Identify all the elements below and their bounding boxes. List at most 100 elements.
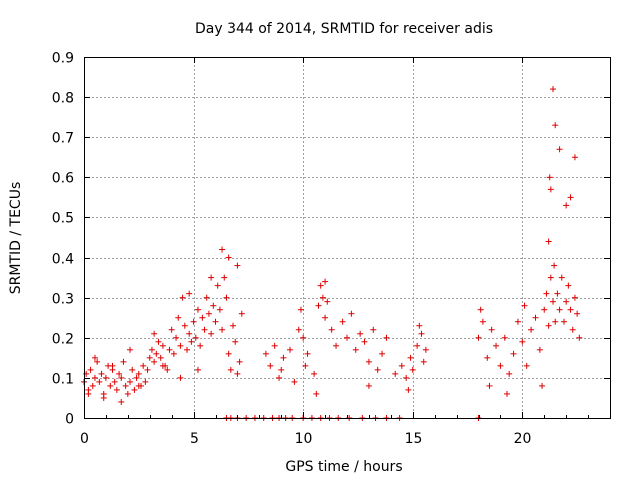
data-point	[370, 326, 377, 333]
data-point	[120, 358, 127, 365]
x-tick-label: 5	[190, 431, 199, 447]
data-point	[186, 330, 193, 337]
data-point	[127, 346, 134, 353]
data-point	[311, 370, 318, 377]
data-point	[144, 366, 151, 373]
data-point	[539, 382, 546, 389]
data-point	[295, 326, 302, 333]
data-point	[181, 322, 188, 329]
data-point	[352, 346, 359, 353]
data-point	[96, 378, 103, 385]
data-point	[304, 350, 311, 357]
data-point	[319, 294, 326, 301]
data-point	[383, 334, 390, 341]
data-point	[210, 302, 217, 309]
y-tick-label: 0	[65, 412, 74, 428]
data-point	[109, 362, 116, 369]
data-point	[225, 254, 232, 261]
data-point	[157, 354, 164, 361]
data-point	[124, 390, 131, 397]
data-point	[148, 346, 155, 353]
data-point	[175, 314, 182, 321]
data-point	[127, 378, 134, 385]
y-tick-label: 0.2	[52, 332, 74, 348]
data-point	[422, 346, 429, 353]
chart-title: Day 344 of 2014, SRMTID for receiver adi…	[195, 21, 493, 37]
data-point	[177, 374, 184, 381]
x-axis-label: GPS time / hours	[285, 459, 402, 475]
y-axis-label: SRMTID / TECUs	[8, 182, 24, 295]
data-point	[276, 374, 283, 381]
data-point	[322, 278, 329, 285]
data-point	[100, 394, 107, 401]
data-point	[155, 338, 162, 345]
data-point	[87, 366, 94, 373]
x-tick-label: 15	[405, 431, 423, 447]
data-point	[405, 386, 412, 393]
data-point	[333, 342, 340, 349]
x-tick-labels: 0 5 10 15 20	[80, 431, 531, 447]
y-tick-label: 0.6	[52, 171, 74, 187]
data-point	[129, 366, 136, 373]
data-point	[550, 86, 557, 93]
data-point	[85, 390, 92, 397]
data-point	[188, 338, 195, 345]
data-point	[194, 306, 201, 313]
data-point	[348, 310, 355, 317]
data-point	[232, 338, 239, 345]
data-point	[159, 342, 166, 349]
data-point	[297, 306, 304, 313]
data-point	[506, 370, 513, 377]
data-point	[102, 374, 109, 381]
data-point	[528, 326, 535, 333]
data-point	[322, 314, 329, 321]
data-point	[407, 354, 414, 361]
data-point	[550, 298, 557, 305]
data-point	[168, 326, 175, 333]
axis-ticks	[84, 57, 610, 419]
data-point	[177, 342, 184, 349]
data-point	[107, 382, 114, 389]
y-tick-label: 0.8	[52, 91, 74, 107]
data-point	[91, 354, 98, 361]
data-point	[133, 374, 140, 381]
data-points	[81, 86, 583, 421]
data-point	[541, 306, 548, 313]
data-point	[208, 330, 215, 337]
grid	[84, 57, 610, 418]
data-point	[493, 342, 500, 349]
data-point	[556, 146, 563, 153]
data-point	[111, 378, 118, 385]
data-point	[563, 202, 570, 209]
data-point	[313, 390, 320, 397]
data-point	[212, 318, 219, 325]
data-point	[219, 326, 226, 333]
data-point	[565, 282, 572, 289]
data-point	[94, 358, 101, 365]
data-point	[113, 386, 120, 393]
data-point	[208, 274, 215, 281]
data-point	[416, 322, 423, 329]
data-point	[477, 306, 484, 313]
data-point	[484, 354, 491, 361]
data-point	[543, 290, 550, 297]
data-point	[173, 334, 180, 341]
data-point	[560, 318, 567, 325]
data-point	[223, 294, 230, 301]
data-point	[197, 342, 204, 349]
data-point	[547, 274, 554, 281]
data-point	[205, 310, 212, 317]
data-point	[551, 262, 558, 269]
data-point	[532, 314, 539, 321]
data-point	[475, 334, 482, 341]
data-point	[159, 362, 166, 369]
data-point	[238, 310, 245, 317]
data-point	[324, 298, 331, 305]
data-point	[153, 350, 160, 357]
data-point	[488, 326, 495, 333]
data-point	[89, 382, 96, 389]
data-point	[409, 366, 416, 373]
data-point	[151, 358, 158, 365]
data-point	[503, 390, 510, 397]
